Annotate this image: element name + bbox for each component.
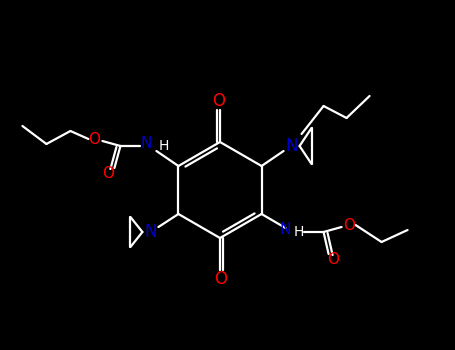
Text: N: N bbox=[144, 223, 157, 241]
Text: O: O bbox=[214, 270, 228, 288]
Text: N: N bbox=[280, 223, 291, 238]
Text: N: N bbox=[141, 136, 152, 152]
Text: N: N bbox=[285, 137, 298, 155]
Text: O: O bbox=[344, 217, 355, 232]
Text: O: O bbox=[328, 252, 339, 267]
Text: H: H bbox=[293, 225, 304, 239]
Text: O: O bbox=[102, 167, 114, 182]
Text: H: H bbox=[158, 139, 169, 153]
Text: O: O bbox=[212, 92, 226, 110]
Text: O: O bbox=[88, 132, 101, 147]
